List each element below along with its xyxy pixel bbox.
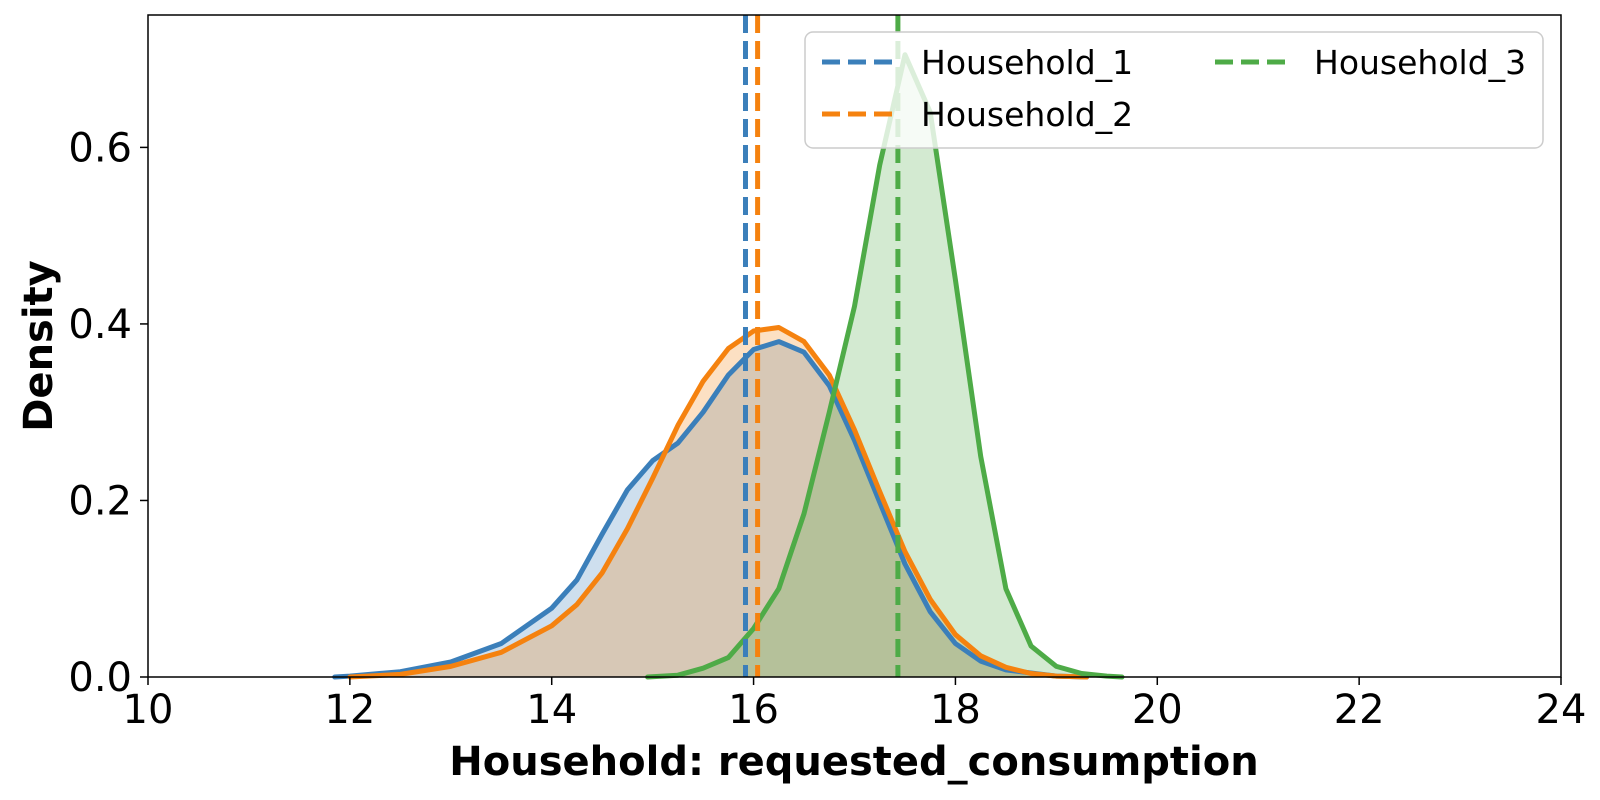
y-tick-label: 0.0 bbox=[68, 655, 132, 701]
x-tick-label: 20 bbox=[1132, 687, 1183, 733]
y-tick-label: 0.2 bbox=[68, 478, 132, 524]
x-tick-label: 14 bbox=[526, 687, 577, 733]
y-axis-title: Density bbox=[16, 260, 62, 432]
x-axis-title: Household: requested_consumption bbox=[449, 739, 1258, 785]
series-2-area bbox=[349, 327, 1087, 677]
legend-label-1: Household_1 bbox=[921, 43, 1133, 82]
x-tick-label: 24 bbox=[1536, 687, 1587, 733]
y-axis-ticks: 0.0 0.2 0.4 0.6 bbox=[68, 125, 148, 701]
legend-label-3: Household_3 bbox=[1314, 43, 1526, 82]
series-1-curve bbox=[332, 339, 1090, 680]
legend-label-2: Household_2 bbox=[921, 95, 1133, 134]
y-tick-label: 0.4 bbox=[68, 302, 132, 348]
legend-items: Household_1 Household_2 Household_3 bbox=[822, 43, 1526, 134]
y-tick-label: 0.6 bbox=[68, 125, 132, 171]
x-tick-label: 16 bbox=[728, 687, 779, 733]
x-axis-ticks: 10 12 14 16 18 20 22 24 bbox=[123, 677, 1587, 733]
legend: Household_1 Household_2 Household_3 bbox=[804, 31, 1544, 149]
series-3-area bbox=[647, 54, 1122, 677]
x-tick-label: 22 bbox=[1334, 687, 1385, 733]
axes-frame bbox=[147, 14, 1562, 678]
x-tick-label: 12 bbox=[324, 687, 375, 733]
series-2-curve bbox=[347, 325, 1090, 680]
x-tick-label: 18 bbox=[930, 687, 981, 733]
x-tick-label: 10 bbox=[123, 687, 174, 733]
legend-frame bbox=[804, 31, 1544, 149]
